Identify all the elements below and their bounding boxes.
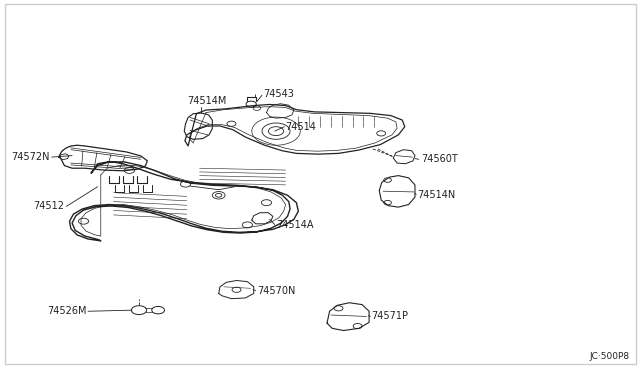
Text: 74514M: 74514M [187, 96, 226, 106]
Text: 74514N: 74514N [417, 189, 456, 199]
Text: 74570N: 74570N [257, 286, 295, 295]
Text: 74514A: 74514A [276, 220, 314, 230]
Text: 74543: 74543 [263, 89, 294, 99]
Text: 74526M: 74526M [47, 306, 87, 316]
Text: 74560T: 74560T [421, 154, 458, 164]
Text: 74512: 74512 [33, 201, 65, 211]
Text: 74571P: 74571P [372, 311, 408, 321]
Text: 74514: 74514 [285, 122, 316, 132]
Text: JC·500P8: JC·500P8 [589, 352, 630, 361]
Text: 74572N: 74572N [12, 152, 50, 162]
